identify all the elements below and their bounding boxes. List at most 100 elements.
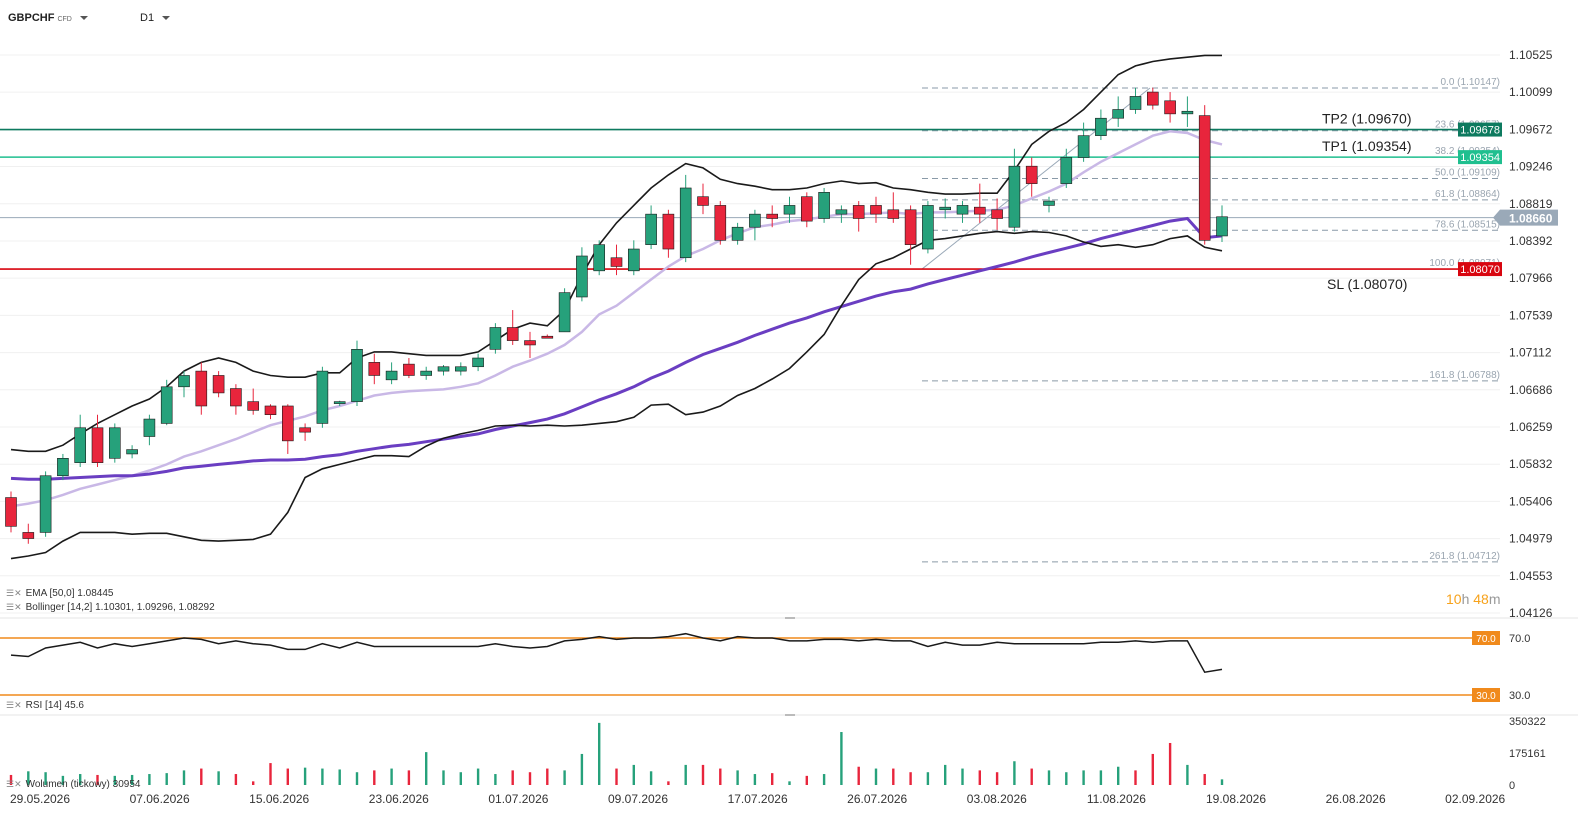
candle[interactable] — [74, 414, 86, 468]
settings-icon[interactable]: ☰✕ — [6, 700, 22, 710]
candle[interactable] — [281, 404, 294, 454]
candle[interactable] — [57, 453, 69, 481]
candle[interactable] — [541, 334, 554, 339]
candle[interactable] — [576, 247, 588, 302]
candle[interactable] — [1077, 122, 1090, 162]
candle[interactable] — [403, 358, 415, 379]
candle[interactable] — [645, 205, 657, 250]
candle-body — [247, 401, 259, 411]
candle[interactable] — [299, 423, 311, 441]
candle[interactable] — [835, 205, 848, 223]
pane-resize-handle[interactable] — [785, 617, 795, 619]
candle[interactable] — [731, 222, 744, 245]
candle-body — [852, 205, 865, 219]
pane-resize-handle[interactable] — [785, 714, 795, 716]
volume-bar — [667, 781, 670, 785]
candle[interactable] — [1025, 157, 1038, 197]
candle[interactable] — [818, 187, 830, 223]
candle[interactable] — [749, 209, 761, 241]
candle[interactable] — [506, 310, 519, 345]
candle[interactable] — [679, 174, 692, 263]
ema-legend[interactable]: ☰✕ EMA [50,0] 1.08445 — [6, 588, 113, 599]
candle[interactable] — [558, 288, 571, 333]
candle[interactable] — [956, 201, 969, 223]
price-tick: 1.06259 — [1509, 420, 1553, 434]
candle[interactable] — [1198, 105, 1211, 245]
tp1-line-tag-label: 1.09354 — [1460, 152, 1500, 164]
volume-bar — [113, 775, 116, 785]
candle[interactable] — [385, 362, 398, 385]
bollinger-legend[interactable]: ☰✕ Bollinger [14,2] 1.10301, 1.09296, 1.0… — [6, 602, 215, 613]
candle[interactable] — [160, 379, 173, 426]
symbol-selector[interactable]: GBPCHF CFD — [8, 12, 88, 24]
timer-minutes-unit: m — [1488, 591, 1501, 607]
candle[interactable] — [662, 209, 675, 258]
candle[interactable] — [212, 371, 225, 398]
candle[interactable] — [1008, 148, 1021, 232]
candle[interactable] — [351, 340, 363, 406]
candle[interactable] — [472, 353, 484, 372]
candle[interactable] — [852, 201, 865, 232]
candle[interactable] — [610, 244, 623, 276]
candle[interactable] — [766, 205, 779, 228]
candle[interactable] — [91, 414, 104, 468]
volume-bar — [165, 773, 168, 785]
candle[interactable] — [1164, 92, 1176, 123]
candle[interactable] — [264, 404, 277, 420]
volume-bar — [926, 772, 930, 785]
settings-icon[interactable]: ☰✕ — [6, 588, 22, 598]
candle[interactable] — [870, 196, 882, 223]
candle[interactable] — [126, 445, 138, 459]
candle[interactable] — [489, 323, 502, 354]
candle[interactable] — [714, 201, 727, 245]
candle[interactable] — [973, 183, 986, 223]
candle[interactable] — [783, 196, 796, 223]
rsi-legend[interactable]: ☰✕ RSI [14] 45.6 — [6, 700, 84, 711]
candle[interactable] — [627, 240, 640, 276]
candle-body — [939, 206, 952, 211]
candle-body — [22, 532, 35, 539]
candle[interactable] — [22, 523, 35, 544]
candle[interactable] — [247, 388, 259, 415]
candle[interactable] — [1129, 87, 1142, 114]
candle[interactable] — [333, 400, 346, 406]
candle[interactable] — [316, 366, 329, 428]
candle[interactable] — [991, 198, 1003, 230]
candle[interactable] — [368, 353, 381, 385]
candle[interactable] — [230, 384, 242, 415]
candle[interactable] — [39, 471, 52, 537]
candle[interactable] — [904, 205, 917, 265]
candle[interactable] — [143, 414, 156, 446]
candle[interactable] — [420, 366, 433, 380]
candle[interactable] — [454, 362, 467, 376]
candle[interactable] — [1181, 96, 1194, 127]
candle[interactable] — [1147, 87, 1159, 110]
candle[interactable] — [939, 198, 952, 219]
volume-bar — [1203, 774, 1206, 785]
candle[interactable] — [1216, 205, 1228, 243]
candle[interactable] — [887, 192, 900, 223]
time-axis-tick: 07.06.2026 — [130, 792, 190, 806]
candle[interactable] — [593, 240, 606, 276]
candle[interactable] — [1095, 109, 1107, 141]
candle[interactable] — [1043, 196, 1055, 213]
candle[interactable] — [922, 201, 934, 254]
timeframe-selector[interactable]: D1 — [140, 12, 171, 24]
candle[interactable] — [1060, 148, 1073, 188]
volume-bar — [701, 764, 705, 785]
candle[interactable] — [697, 183, 709, 215]
settings-icon[interactable]: ☰✕ — [6, 779, 22, 789]
candle[interactable] — [5, 491, 17, 533]
candle[interactable] — [178, 371, 190, 398]
candle[interactable] — [800, 192, 813, 228]
candle[interactable] — [1112, 96, 1124, 127]
settings-icon[interactable]: ☰✕ — [6, 602, 22, 612]
candle-body — [887, 209, 900, 219]
candle[interactable] — [195, 362, 208, 415]
candle[interactable] — [109, 423, 121, 463]
volume-bar — [373, 770, 376, 785]
candle[interactable] — [524, 331, 536, 359]
candle[interactable] — [437, 365, 450, 376]
volume-legend[interactable]: ☰✕ Wolumen (tickowy) 30954 — [6, 779, 140, 790]
